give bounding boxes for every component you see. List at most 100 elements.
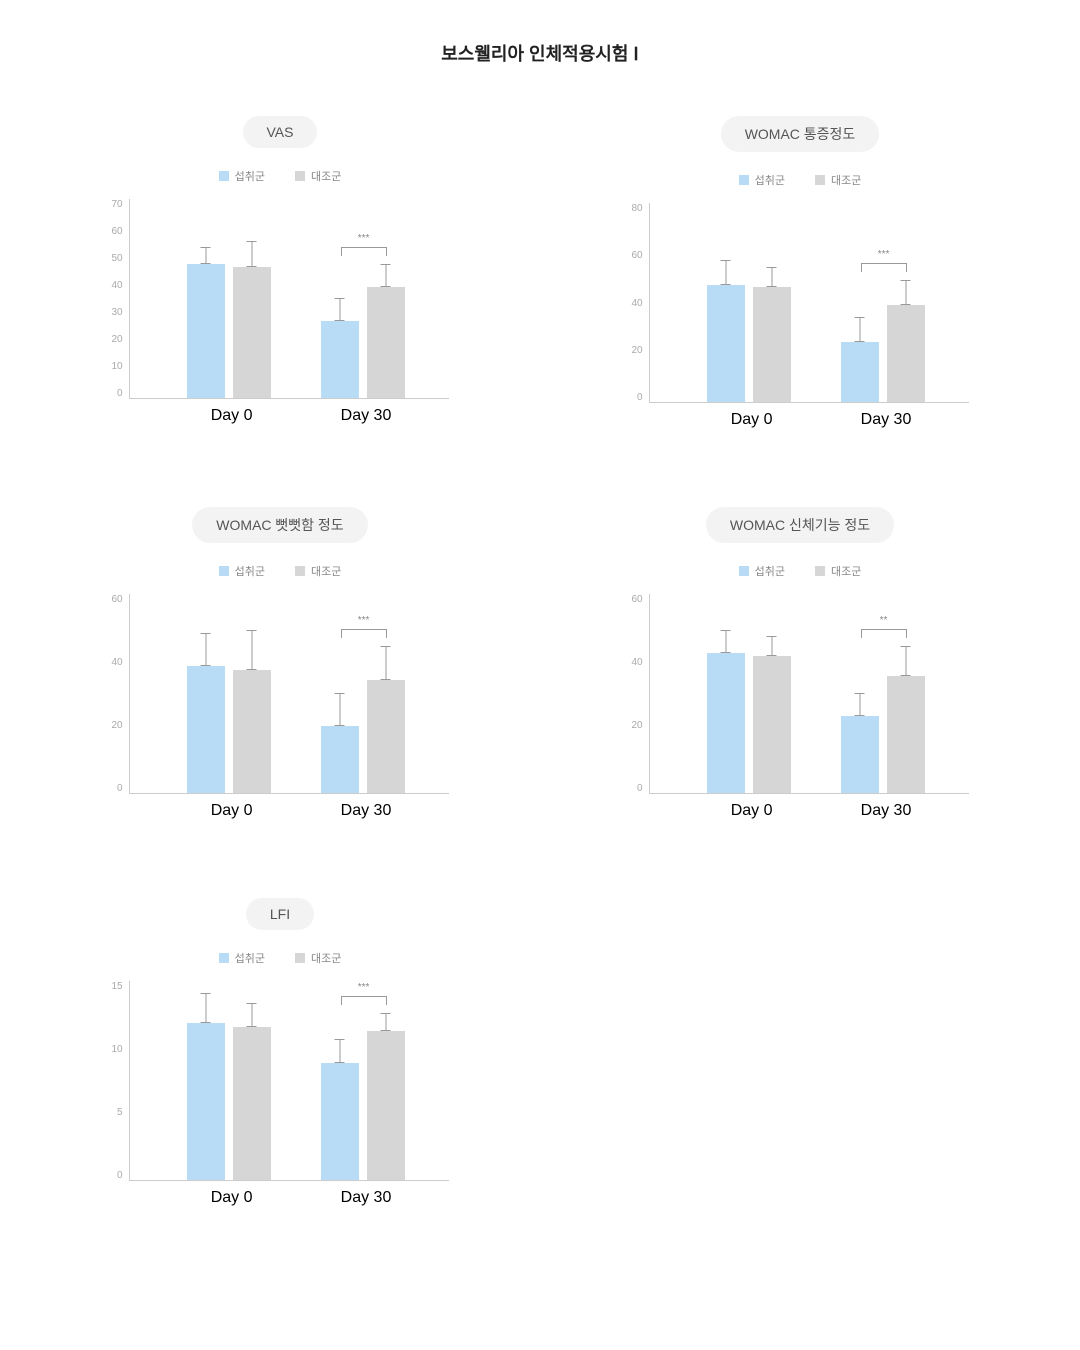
bar-group (707, 285, 791, 403)
bar-series2 (887, 305, 925, 403)
y-tick-label: 70 (111, 199, 122, 210)
x-axis: Day 0Day 30 (652, 411, 972, 427)
x-tick-label: Day 30 (341, 407, 392, 425)
legend-item-series1: 섭취군 (219, 563, 265, 579)
bar-series2 (367, 1031, 405, 1180)
chart-title: WOMAC 뻣뻣함 정도 (192, 507, 367, 543)
legend-item-series2: 대조군 (295, 950, 341, 966)
legend-swatch (219, 171, 229, 181)
y-tick-label: 30 (111, 307, 122, 318)
error-bar (385, 646, 386, 679)
y-tick-label: 10 (111, 1044, 122, 1055)
legend-item-series2: 대조군 (815, 172, 861, 188)
error-bar (385, 264, 386, 287)
error-bar (339, 693, 340, 726)
chart-womac-func: WOMAC 신체기능 정도섭취군대조군6040200**Day 0Day 30 (580, 507, 1020, 818)
plot-area: *** (649, 203, 969, 403)
bar-series2 (367, 287, 405, 398)
significance-label: *** (878, 249, 890, 260)
chart-legend: 섭취군 대조군 (219, 950, 342, 966)
legend-item-series1: 섭취군 (739, 563, 785, 579)
x-tick-label: Day 0 (731, 802, 773, 820)
error-bar (725, 630, 726, 653)
legend-swatch (739, 566, 749, 576)
y-tick-label: 40 (111, 280, 122, 291)
bar-series1 (707, 285, 745, 403)
legend-swatch (739, 175, 749, 185)
error-bar (251, 1003, 252, 1027)
x-axis: Day 0Day 30 (132, 802, 452, 818)
significance-bracket (861, 629, 907, 637)
legend-item-series2: 대조군 (295, 168, 341, 184)
plot-area: *** (129, 981, 449, 1181)
legend-label: 섭취군 (235, 950, 265, 966)
y-axis: 6040200 (111, 594, 128, 794)
x-axis-wrap: Day 0Day 30 (628, 403, 972, 427)
chart-womac-pain: WOMAC 통증정도섭취군대조군806040200***Day 0Day 30 (580, 116, 1020, 427)
y-tick-label: 40 (631, 298, 642, 309)
bar-series2 (233, 267, 271, 398)
chart-lfi: LFI섭취군대조군151050***Day 0Day 30 (60, 898, 500, 1205)
legend-swatch (815, 566, 825, 576)
y-tick-label: 60 (111, 594, 122, 605)
x-axis-wrap: Day 0Day 30 (108, 399, 452, 423)
bar-series1 (321, 726, 359, 793)
legend-label: 섭취군 (755, 563, 785, 579)
bar-series1 (707, 653, 745, 793)
bar-series1 (321, 1063, 359, 1180)
y-tick-label: 40 (111, 657, 122, 668)
spacer (108, 794, 132, 818)
error-bar (205, 993, 206, 1022)
x-axis-wrap: Day 0Day 30 (108, 1181, 452, 1205)
y-tick-label: 60 (631, 594, 642, 605)
significance-bracket (341, 629, 387, 637)
significance-label: *** (358, 982, 370, 993)
y-axis: 151050 (111, 981, 128, 1181)
plot-wrap: 151050 *** (111, 981, 448, 1181)
error-bar (905, 646, 906, 676)
bar-series1 (321, 321, 359, 398)
spacer (628, 403, 652, 427)
x-axis-wrap: Day 0Day 30 (628, 794, 972, 818)
y-tick-label: 60 (631, 250, 642, 261)
y-tick-label: 20 (631, 345, 642, 356)
chart-legend: 섭취군대조군 (219, 563, 342, 579)
error-bar (339, 298, 340, 321)
chart-legend: 섭취군 대조군 (739, 563, 862, 579)
legend-label: 대조군 (311, 168, 341, 184)
y-tick-label: 60 (111, 226, 122, 237)
y-tick-label: 20 (111, 720, 122, 731)
plot-area: *** (129, 594, 449, 794)
error-bar (251, 630, 252, 670)
legend-item-series1: 섭취군 (219, 950, 265, 966)
legend-label: 대조군 (831, 563, 861, 579)
page-title: 보스웰리아 인체적용시험 Ⅰ (60, 40, 1020, 66)
bar-group (841, 305, 925, 403)
error-bar (339, 1039, 340, 1063)
significance-bracket (341, 996, 387, 1004)
chart-title: WOMAC 통증정도 (721, 116, 880, 152)
legend-item-series1: 섭취군 (219, 168, 265, 184)
legend-swatch (219, 953, 229, 963)
error-bar (771, 636, 772, 656)
legend-label: 대조군 (831, 172, 861, 188)
spacer (628, 794, 652, 818)
legend-swatch (295, 171, 305, 181)
bar-series1 (841, 342, 879, 402)
error-bar (771, 267, 772, 287)
chart-legend: 섭취군대조군 (739, 172, 862, 188)
bar-series2 (233, 1027, 271, 1180)
bar-series1 (187, 666, 225, 793)
chart-vas: VAS섭취군대조군706050403020100***Day 0Day 30 (60, 116, 500, 427)
significance-label: *** (358, 615, 370, 626)
significance-bracket (861, 263, 907, 271)
bar-group (321, 1031, 405, 1180)
legend-swatch (219, 566, 229, 576)
x-tick-label: Day 30 (341, 1189, 392, 1207)
bar-series2 (753, 656, 791, 793)
y-tick-label: 0 (637, 392, 643, 403)
legend-item-series2: 대조군 (815, 563, 861, 579)
x-axis: Day 0Day 30 (132, 407, 452, 423)
plot-wrap: 6040200*** (111, 594, 448, 794)
y-axis: 706050403020100 (111, 199, 128, 399)
